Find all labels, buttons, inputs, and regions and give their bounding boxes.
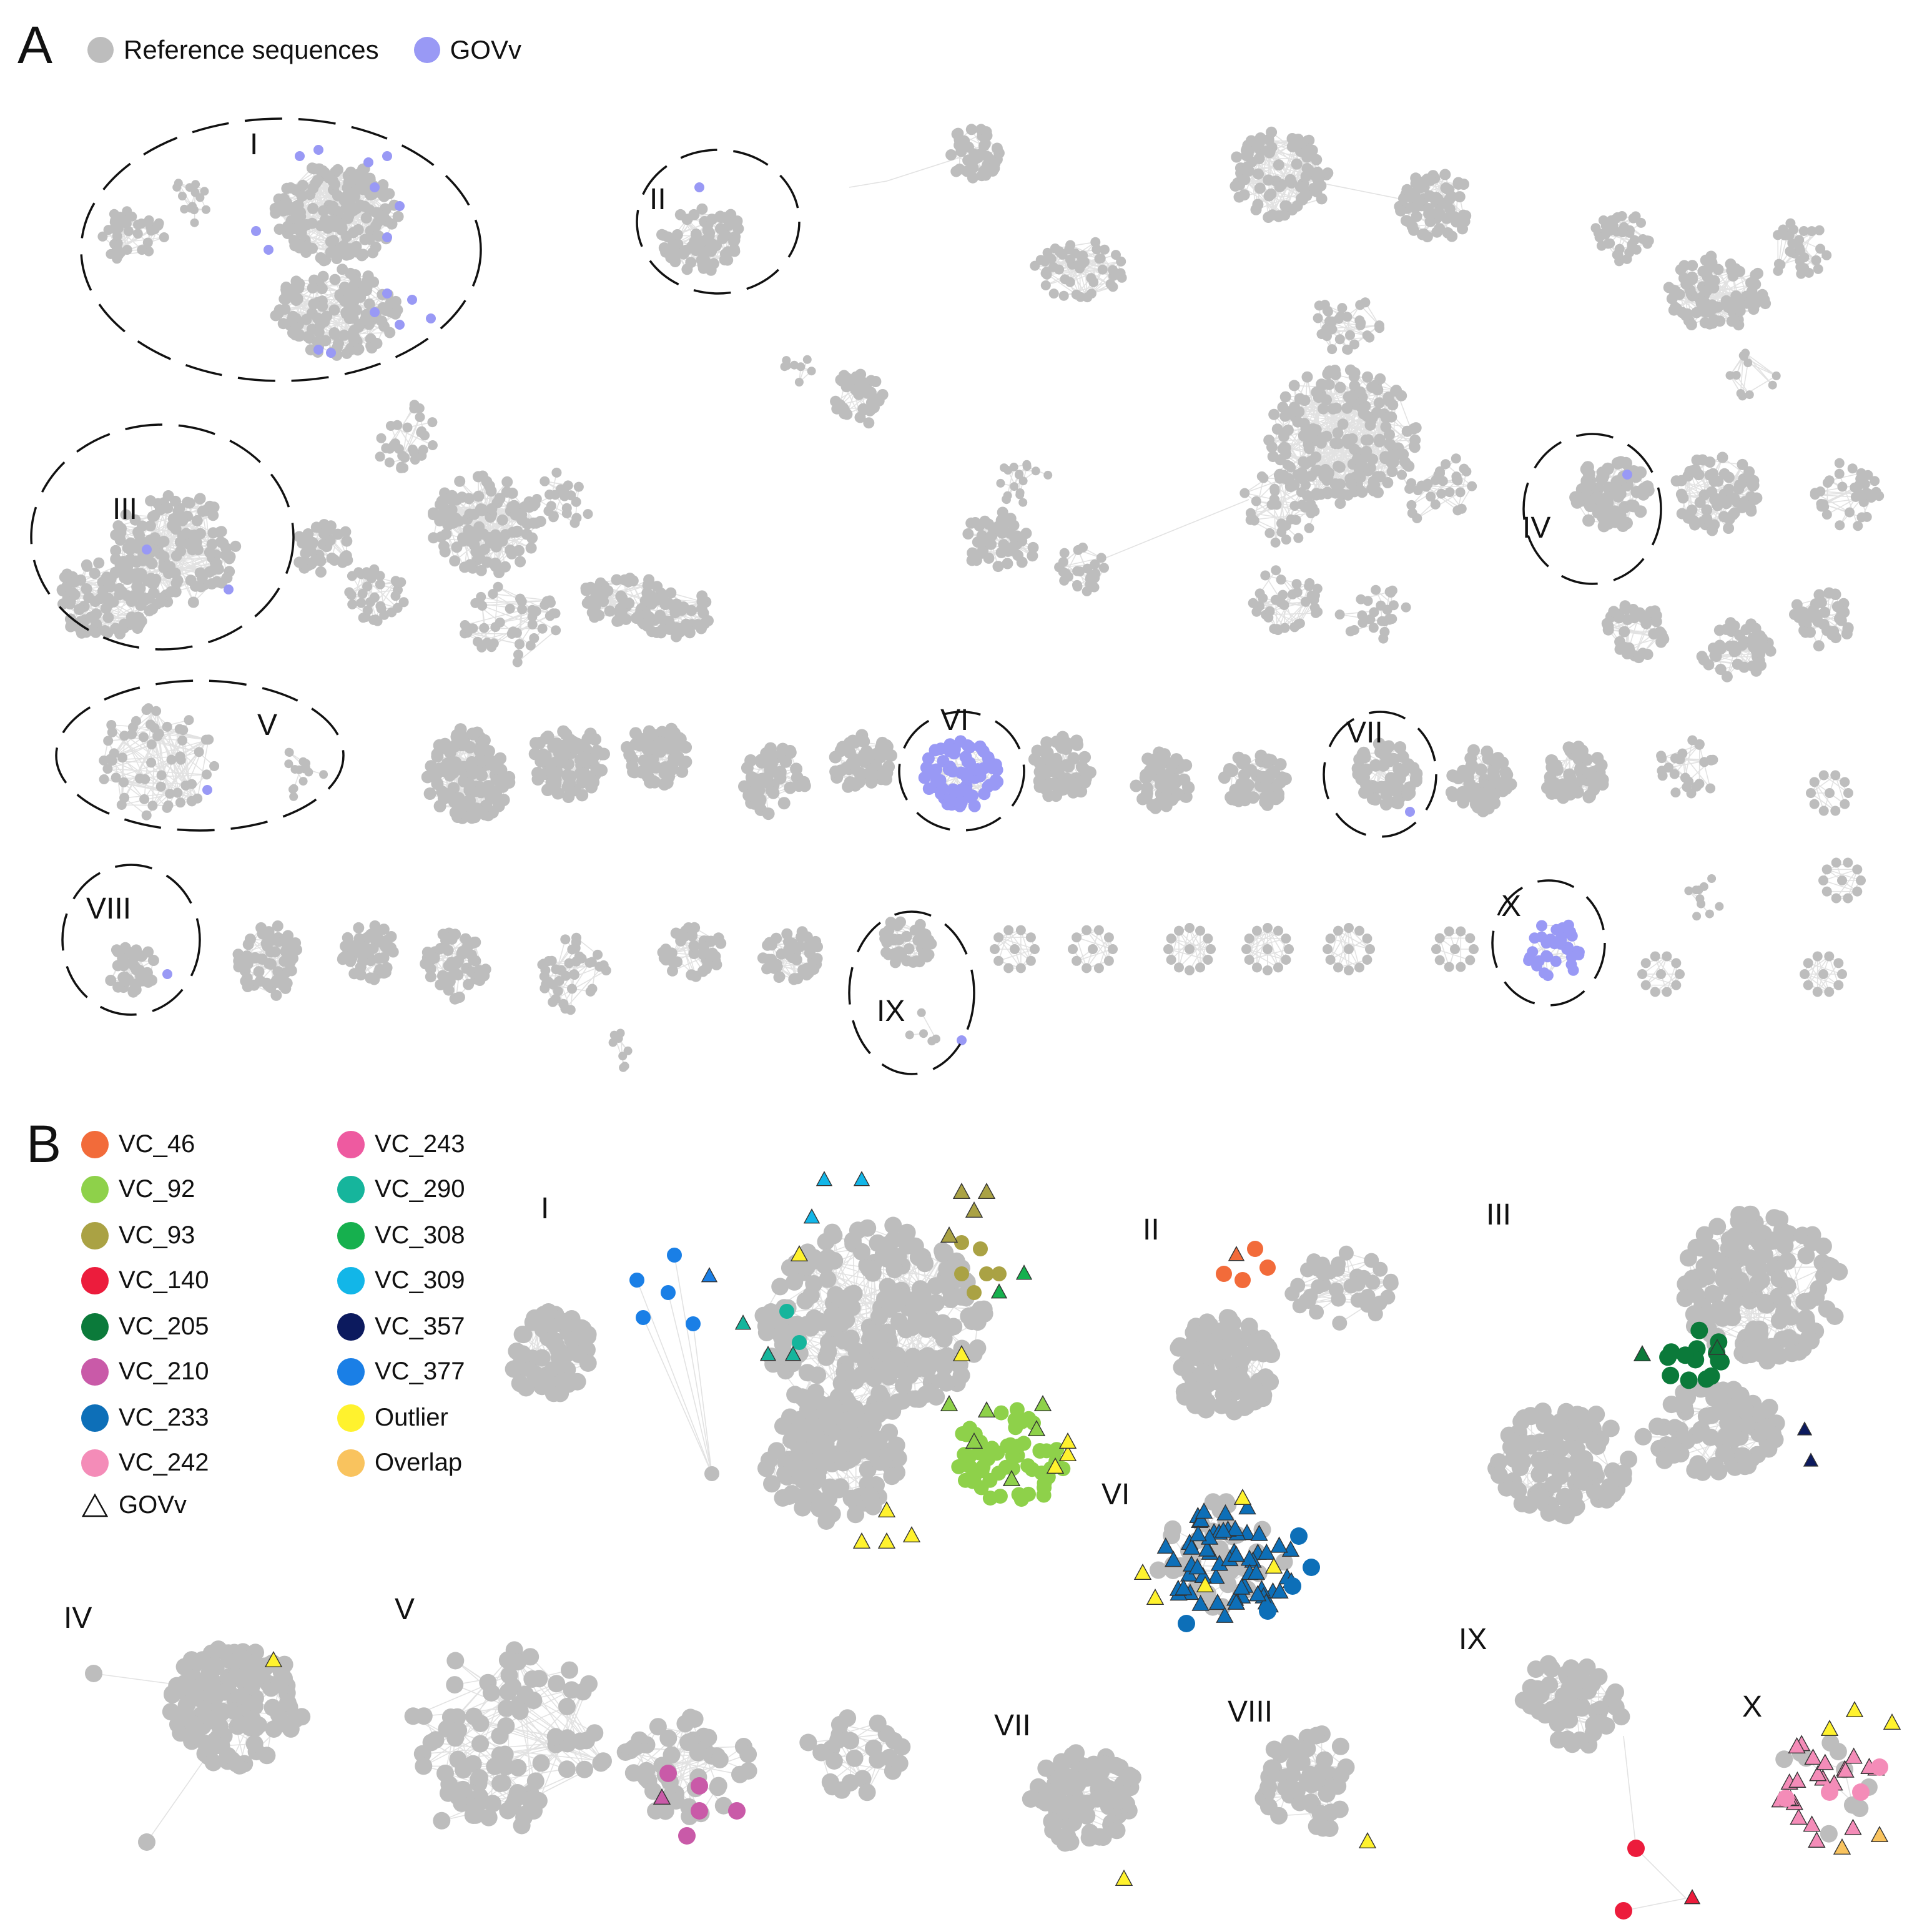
network-edge — [478, 486, 490, 557]
network-edge — [197, 739, 209, 799]
network-edge — [107, 768, 207, 776]
network-edge — [1007, 464, 1027, 496]
network-edge — [107, 739, 209, 769]
network-edge — [152, 563, 217, 584]
network-edge — [1253, 569, 1276, 604]
network-edge — [1045, 260, 1121, 286]
network-edge — [475, 599, 550, 604]
network-edge — [1326, 374, 1336, 480]
network-edge — [1829, 473, 1862, 481]
network-edge — [1427, 483, 1461, 493]
network-edge — [536, 498, 575, 524]
network-edge — [112, 760, 198, 799]
network-edge — [1047, 269, 1103, 275]
network-edge — [1070, 258, 1101, 283]
network-edge — [1681, 475, 1711, 495]
network-edge — [495, 521, 541, 567]
network-edge — [1729, 375, 1750, 395]
network-edge — [150, 724, 162, 776]
network-edge — [1745, 352, 1777, 377]
network-edge — [1747, 362, 1777, 377]
network-edge — [122, 744, 152, 758]
network-edge — [124, 735, 145, 780]
network-edge — [146, 793, 170, 816]
network-edge — [1239, 184, 1285, 216]
network-edge — [1745, 352, 1773, 386]
network-edge — [147, 707, 192, 784]
network-edge — [402, 416, 421, 456]
network-edge — [1335, 374, 1397, 391]
network-edge — [1262, 598, 1295, 628]
network-edge — [169, 759, 182, 794]
network-edge — [155, 711, 179, 793]
network-edge — [1634, 623, 1647, 656]
network-edge — [107, 768, 140, 779]
network-edge — [152, 740, 183, 806]
network-edge — [1426, 485, 1472, 488]
network-edge — [1266, 613, 1316, 616]
network-edge — [112, 760, 145, 800]
network-edge — [1338, 318, 1368, 336]
network-edge — [1080, 499, 1249, 569]
network-edge — [121, 804, 169, 806]
network-edge — [849, 180, 887, 188]
network-edge — [1070, 260, 1121, 283]
network-edge — [517, 629, 556, 663]
network-edge — [481, 605, 533, 625]
network-edge — [132, 727, 209, 741]
network-edge — [482, 599, 550, 606]
network-edge — [1823, 503, 1862, 518]
network-edge — [1316, 408, 1334, 495]
network-edge — [886, 152, 975, 182]
network-edge — [1265, 574, 1309, 587]
network-edge — [467, 632, 520, 645]
network-edge — [1740, 355, 1744, 394]
network-edge — [500, 616, 533, 623]
network-edge — [519, 609, 523, 644]
network-edge — [124, 735, 199, 752]
network-edge — [404, 416, 421, 458]
network-edge — [1823, 487, 1855, 505]
network-edge — [481, 596, 556, 614]
